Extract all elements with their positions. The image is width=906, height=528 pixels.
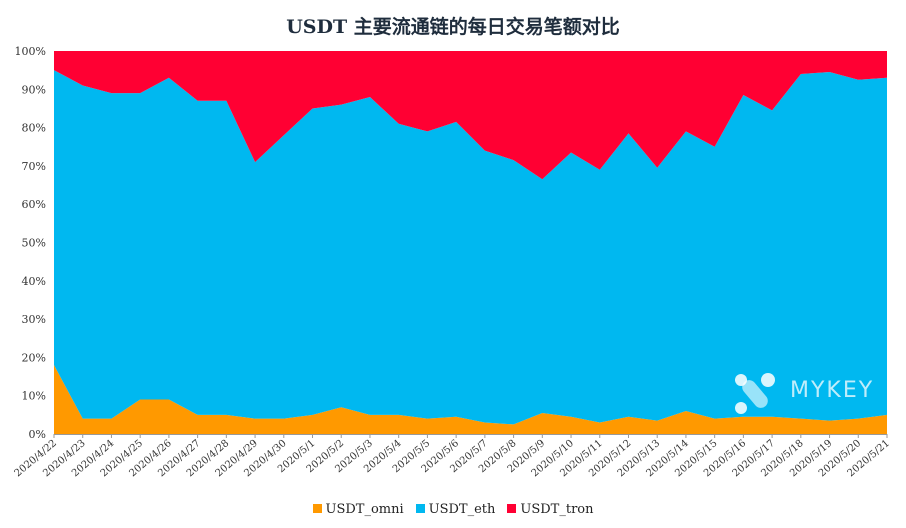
legend-label: USDT_tron [520, 502, 594, 517]
chart-title: USDT 主要流通链的每日交易笔额对比 [286, 16, 620, 38]
y-tick-label: 20% [22, 351, 46, 364]
area-usdt-tron [54, 51, 887, 180]
y-tick-label: 80% [22, 122, 46, 135]
y-tick-label: 40% [22, 275, 46, 288]
mykey-watermark: MYKEY [732, 372, 882, 416]
y-tick-label: 0% [29, 428, 46, 441]
legend-swatch [507, 504, 517, 513]
y-tick-label: 100% [15, 45, 46, 58]
legend-item-usdt-omni: USDT_omni [312, 502, 404, 517]
mykey-logo-icon [735, 373, 775, 414]
area-usdt-eth [54, 70, 887, 425]
x-axis-ticks: 2020/4/222020/4/232020/4/242020/4/252020… [13, 438, 892, 479]
legend-label: USDT_eth [428, 502, 496, 517]
legend-item-usdt-tron: USDT_tron [507, 502, 593, 517]
legend-item-usdt-eth: USDT_eth [415, 502, 496, 517]
axes-layer [53, 434, 888, 438]
y-tick-label: 60% [22, 198, 46, 211]
y-tick-label: 50% [22, 237, 46, 250]
watermark-text: MYKEY [790, 378, 875, 403]
y-tick-label: 30% [22, 313, 46, 326]
y-tick-label: 90% [22, 83, 46, 96]
legend-swatch [312, 504, 322, 513]
y-tick-label: 70% [22, 160, 46, 173]
legend-swatch [415, 504, 425, 513]
area-layer [54, 51, 887, 434]
legend-label: USDT_omni [325, 502, 404, 517]
y-axis-ticks: 0% 10% 20% 30% 40% 50% 60% 70% 80% 90% 100% [15, 45, 46, 441]
y-tick-label: 10% [22, 390, 46, 403]
legend: USDT_omni USDT_eth USDT_tron [0, 502, 906, 517]
area-usdt-omni [54, 365, 887, 434]
